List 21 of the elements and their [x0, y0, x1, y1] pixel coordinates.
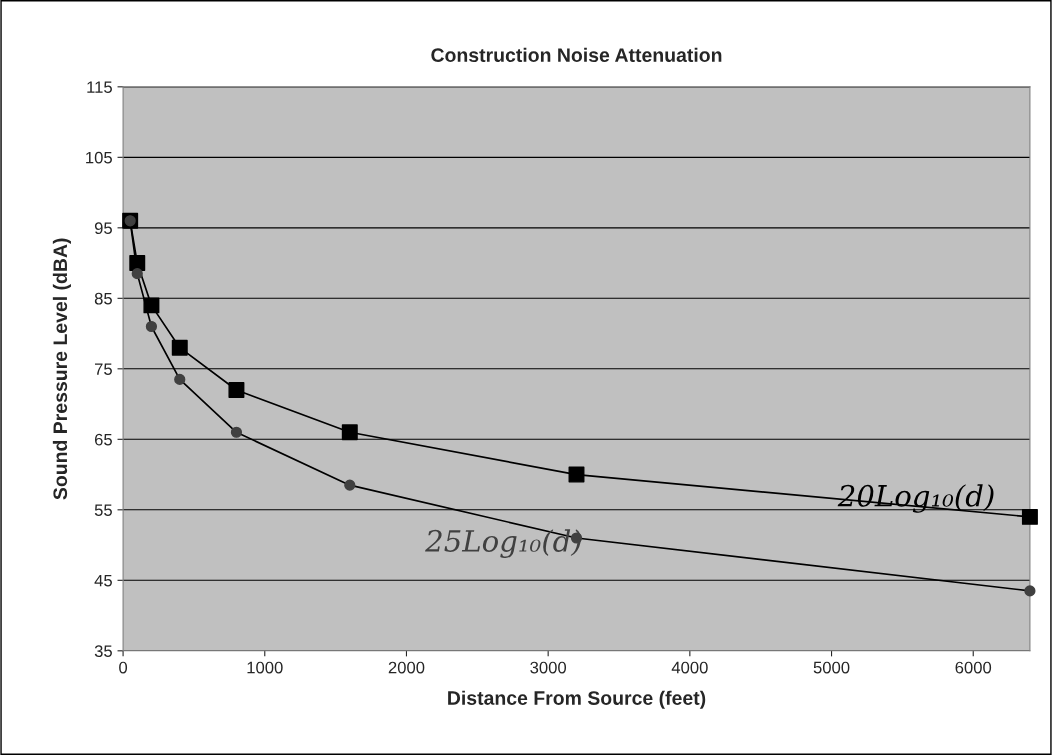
x-tick-label: 2000	[388, 661, 425, 674]
y-tick-label: 115	[87, 81, 112, 94]
x-tick-label: 6000	[955, 661, 992, 674]
y-tick-label: 55	[94, 504, 112, 517]
x-tick-label: 1000	[247, 661, 283, 674]
y-tick-label: 35	[94, 645, 112, 658]
x-axis-title: Distance From Source (feet)	[448, 690, 706, 709]
series-label: 25Log₁₀(d)	[425, 529, 581, 558]
x-tick-label: 0	[119, 661, 128, 674]
x-tick-label: 3000	[530, 661, 567, 674]
y-tick-label: 105	[86, 151, 112, 164]
y-tick-label: 95	[94, 222, 112, 235]
chart-title: Construction Noise Attenuation	[431, 47, 722, 63]
x-tick-label: 4000	[671, 661, 708, 674]
x-tick-label: 5000	[813, 661, 850, 674]
y-tick-label: 85	[94, 292, 112, 305]
y-tick-label: 65	[94, 433, 112, 446]
y-axis-title: Sound Pressure Level (dBA)	[52, 238, 71, 500]
series-label: 20Log₁₀(d)	[837, 484, 994, 513]
y-tick-label: 45	[94, 574, 112, 587]
y-tick-label: 75	[94, 363, 112, 376]
